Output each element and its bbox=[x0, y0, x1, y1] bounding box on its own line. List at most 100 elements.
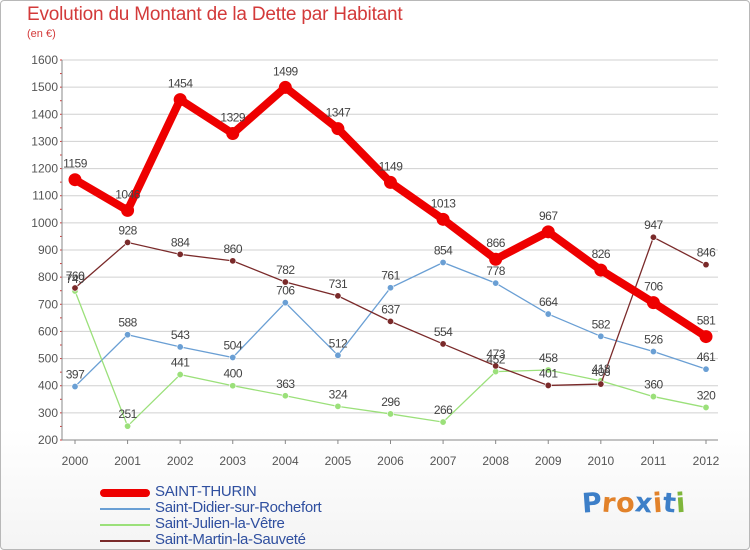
data-point-saint-martin-la-sauvete bbox=[702, 261, 710, 269]
chart-subtitle: (en €) bbox=[27, 28, 56, 40]
data-label-saint-julien-la-vetre: 452 bbox=[486, 353, 505, 367]
proxiti-logo: Proxiti bbox=[581, 487, 687, 519]
data-label-saint-didier-sur-rochefort: 504 bbox=[223, 338, 242, 352]
data-label-saint-martin-la-sauvete: 731 bbox=[329, 277, 348, 291]
data-label-saint-martin-la-sauvete: 928 bbox=[118, 223, 137, 237]
y-tick-label: 200 bbox=[38, 433, 58, 447]
data-point-saint-didier-sur-rochefort bbox=[281, 299, 289, 307]
data-label-saint-julien-la-vetre: 418 bbox=[592, 362, 611, 376]
data-point-saint-martin-la-sauvete bbox=[281, 278, 289, 286]
data-point-saint-didier-sur-rochefort bbox=[229, 353, 237, 361]
data-label-saint-julien-la-vetre: 324 bbox=[329, 387, 348, 401]
data-label-saint-julien-la-vetre: 458 bbox=[539, 351, 558, 365]
y-tick-label: 700 bbox=[38, 297, 58, 311]
data-label-saint-thurin: 1149 bbox=[379, 159, 404, 173]
data-label-saint-didier-sur-rochefort: 461 bbox=[697, 350, 716, 364]
data-point-saint-didier-sur-rochefort bbox=[544, 310, 552, 318]
data-label-saint-martin-la-sauvete: 782 bbox=[276, 263, 295, 277]
y-tick-label: 1400 bbox=[31, 107, 58, 121]
data-point-saint-thurin bbox=[436, 212, 450, 226]
data-label-saint-didier-sur-rochefort: 526 bbox=[644, 333, 663, 347]
data-point-saint-thurin bbox=[226, 127, 240, 141]
data-point-saint-julien-la-vetre bbox=[334, 402, 342, 410]
data-point-saint-martin-la-sauvete bbox=[597, 380, 605, 388]
data-label-saint-thurin: 1499 bbox=[273, 64, 299, 78]
data-point-saint-thurin bbox=[699, 330, 713, 344]
data-label-saint-martin-la-sauvete: 860 bbox=[223, 242, 242, 256]
x-tick-label: 2011 bbox=[641, 454, 667, 468]
data-label-saint-thurin: 1013 bbox=[431, 196, 457, 210]
y-tick-label: 400 bbox=[38, 379, 58, 393]
y-tick-label: 1300 bbox=[31, 134, 58, 148]
y-tick-label: 800 bbox=[38, 270, 58, 284]
data-point-saint-didier-sur-rochefort bbox=[597, 332, 605, 340]
data-label-saint-julien-la-vetre: 400 bbox=[223, 367, 242, 381]
data-label-saint-martin-la-sauvete: 760 bbox=[66, 269, 85, 283]
x-tick-label: 2009 bbox=[535, 454, 562, 468]
data-point-saint-didier-sur-rochefort bbox=[439, 258, 447, 266]
data-label-saint-julien-la-vetre: 360 bbox=[644, 378, 663, 392]
x-tick-label: 2003 bbox=[219, 454, 246, 468]
data-label-saint-thurin: 1046 bbox=[115, 187, 141, 201]
data-label-saint-thurin: 866 bbox=[486, 236, 505, 250]
chart-title: Evolution du Montant de la Dette par Hab… bbox=[27, 4, 403, 25]
y-tick-label: 900 bbox=[38, 243, 58, 257]
data-label-saint-didier-sur-rochefort: 588 bbox=[118, 316, 137, 330]
data-label-saint-martin-la-sauvete: 554 bbox=[434, 325, 453, 339]
series-lines bbox=[68, 80, 713, 430]
x-tick-label: 2007 bbox=[430, 454, 457, 468]
data-point-saint-martin-la-sauvete bbox=[71, 284, 79, 292]
x-tick-label: 2005 bbox=[325, 454, 352, 468]
y-tick-label: 1500 bbox=[31, 80, 58, 94]
y-tick-label: 1200 bbox=[31, 162, 58, 176]
legend-swatch bbox=[100, 508, 150, 510]
x-tick-label: 2004 bbox=[272, 454, 299, 468]
data-point-saint-martin-la-sauvete bbox=[544, 381, 552, 389]
axes: 200 300 400 500 600 700 800 900 1000 1100 1200 1300… bbox=[31, 53, 719, 468]
y-tick-label: 500 bbox=[38, 352, 58, 366]
data-point-saint-thurin bbox=[489, 252, 503, 266]
data-label-saint-didier-sur-rochefort: 706 bbox=[276, 284, 295, 298]
series-line-saint-thurin bbox=[71, 83, 710, 341]
data-point-saint-martin-la-sauvete bbox=[124, 238, 132, 246]
y-tick-label: 600 bbox=[38, 324, 58, 338]
data-label-saint-martin-la-sauvete: 637 bbox=[381, 302, 400, 316]
x-tick-label: 2008 bbox=[482, 454, 509, 468]
data-label-saint-didier-sur-rochefort: 582 bbox=[592, 317, 611, 331]
legend-swatch bbox=[100, 489, 150, 497]
data-point-saint-didier-sur-rochefort bbox=[702, 365, 710, 373]
data-point-saint-didier-sur-rochefort bbox=[649, 348, 657, 356]
data-label-saint-julien-la-vetre: 749 bbox=[66, 272, 85, 286]
data-point-saint-martin-la-sauvete bbox=[649, 233, 657, 241]
data-label-saint-didier-sur-rochefort: 512 bbox=[329, 336, 348, 350]
data-point-saint-julien-la-vetre bbox=[544, 366, 552, 374]
data-point-saint-didier-sur-rochefort bbox=[124, 331, 132, 339]
data-point-saint-julien-la-vetre bbox=[702, 403, 710, 411]
data-point-saint-julien-la-vetre bbox=[439, 418, 447, 426]
data-label-saint-didier-sur-rochefort: 543 bbox=[171, 328, 190, 342]
legend-swatch bbox=[100, 540, 150, 542]
data-label-saint-martin-la-sauvete: 401 bbox=[539, 366, 558, 380]
y-tick-label: 1000 bbox=[31, 216, 58, 230]
data-point-saint-thurin bbox=[384, 175, 397, 189]
data-point-saint-julien-la-vetre bbox=[281, 392, 289, 400]
data-label-saint-thurin: 1159 bbox=[63, 157, 88, 171]
data-point-saint-thurin bbox=[541, 225, 555, 239]
data-label-saint-martin-la-sauvete: 473 bbox=[486, 347, 505, 361]
data-label-saint-julien-la-vetre: 251 bbox=[118, 407, 137, 421]
legend-swatch bbox=[100, 524, 150, 526]
data-label-saint-thurin: 967 bbox=[539, 209, 558, 223]
x-tick-label: 2006 bbox=[377, 454, 404, 468]
data-point-saint-thurin bbox=[173, 93, 187, 107]
data-point-saint-martin-la-sauvete bbox=[229, 257, 237, 265]
data-label-saint-thurin: 1454 bbox=[168, 77, 194, 91]
data-point-saint-martin-la-sauvete bbox=[334, 292, 342, 300]
data-point-saint-thurin bbox=[594, 263, 608, 277]
data-label-saint-thurin: 706 bbox=[644, 280, 663, 294]
data-label-saint-didier-sur-rochefort: 397 bbox=[66, 368, 85, 382]
data-label-saint-julien-la-vetre: 266 bbox=[434, 403, 453, 417]
data-label-saint-didier-sur-rochefort: 854 bbox=[434, 243, 453, 257]
data-point-saint-julien-la-vetre bbox=[176, 371, 184, 379]
